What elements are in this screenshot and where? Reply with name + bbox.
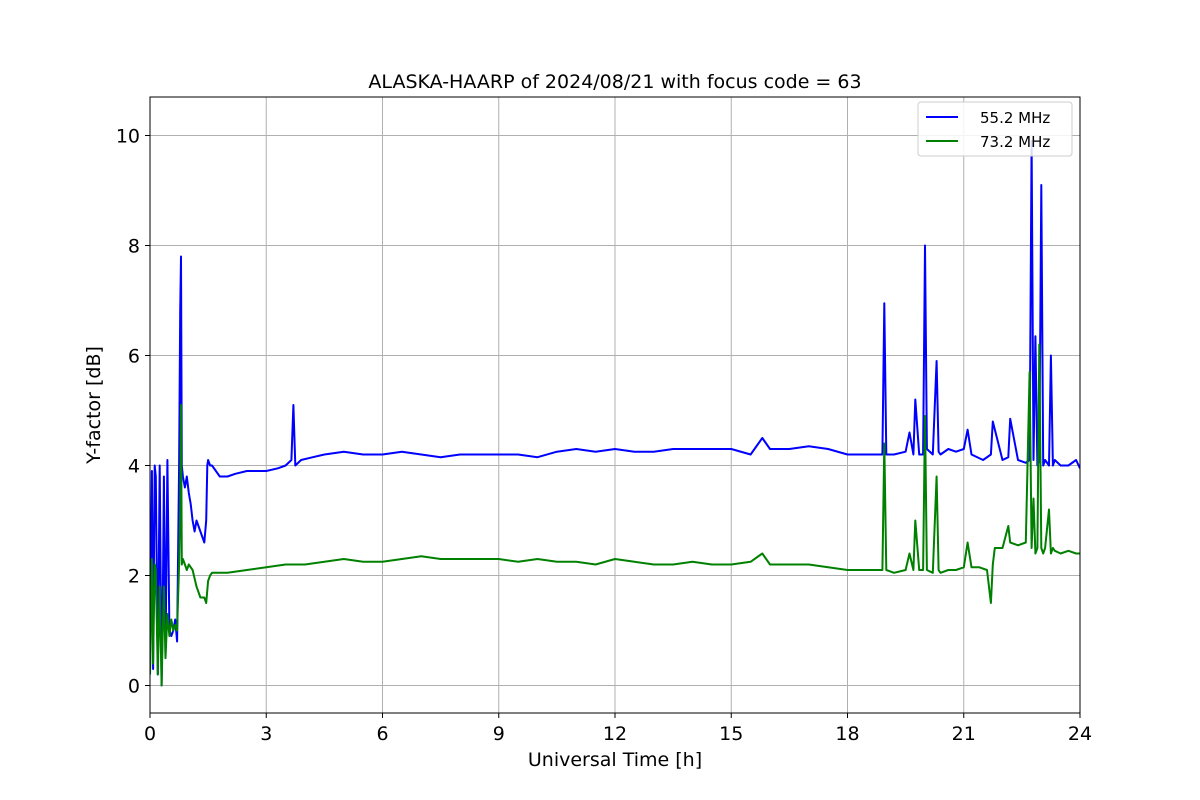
legend-label-55-mhz: 55.2 MHz (980, 109, 1050, 127)
x-axis-label: Universal Time [h] (528, 749, 702, 771)
x-tick-label: 24 (1068, 723, 1092, 745)
series-lines (150, 140, 1080, 687)
series-line-1 (150, 343, 1080, 687)
legend: 55.2 MHz 73.2 MHz (917, 101, 1073, 157)
legend-label-73-mhz: 73.2 MHz (980, 133, 1050, 151)
series-line-0 (150, 140, 1080, 687)
x-tick-label: 3 (260, 723, 272, 745)
x-tick-label: 15 (719, 723, 743, 745)
y-tick-label: 4 (128, 456, 140, 478)
y-tick-label: 0 (128, 676, 140, 698)
y-tick-label: 10 (116, 126, 140, 148)
x-tick-label: 0 (144, 723, 156, 745)
x-tick-label: 18 (835, 723, 859, 745)
y-axis-label: Y-factor [dB] (83, 346, 105, 465)
x-tick-label: 9 (493, 723, 505, 745)
legend-box (917, 101, 1073, 157)
chart-title: ALASKA-HAARP of 2024/08/21 with focus co… (368, 71, 861, 93)
x-tick-label: 12 (603, 723, 627, 745)
x-tick-label: 6 (376, 723, 388, 745)
y-tick-label: 2 (128, 566, 140, 588)
x-tick-label: 21 (952, 723, 976, 745)
y-tick-label: 8 (128, 236, 140, 258)
y-tick-label: 6 (128, 346, 140, 368)
